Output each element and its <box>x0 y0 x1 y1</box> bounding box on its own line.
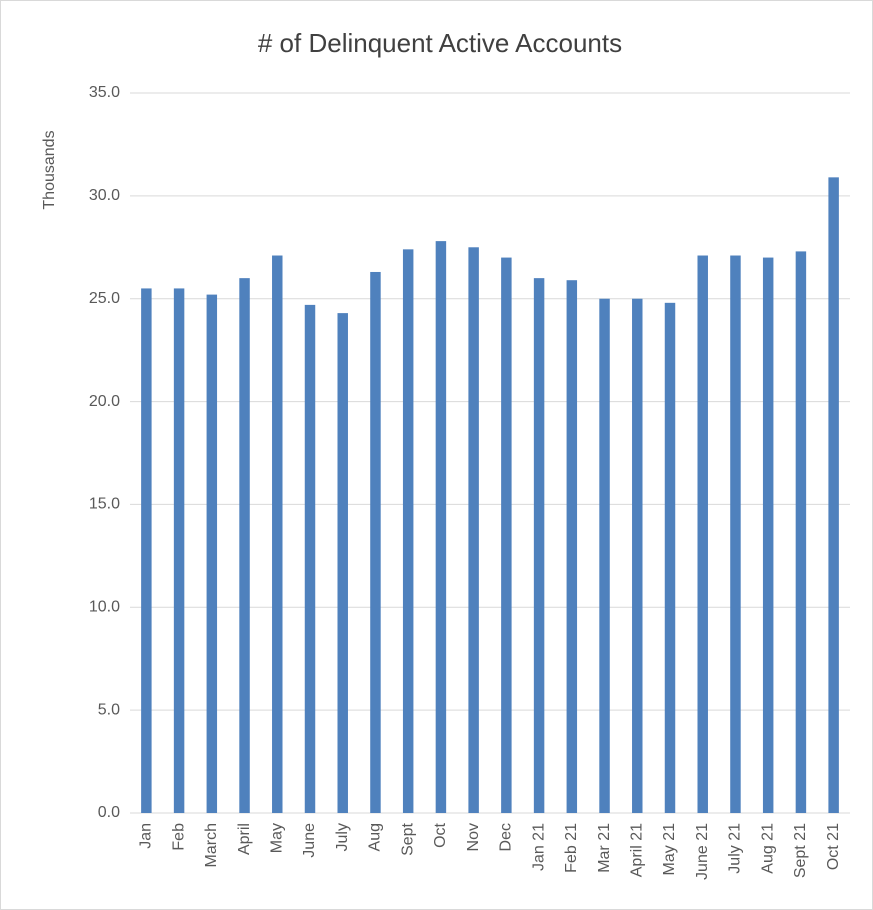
x-tick-label: Nov <box>465 823 482 851</box>
x-tick-label: July 21 <box>727 823 744 874</box>
x-tick-label: June 21 <box>694 823 711 880</box>
x-tick-label: Oct <box>432 822 449 847</box>
bar <box>730 255 741 813</box>
x-tick-label: Aug <box>367 823 384 851</box>
bar <box>566 280 578 813</box>
chart-title: # of Delinquent Active Accounts <box>258 28 622 58</box>
bar <box>795 251 807 813</box>
bar <box>599 298 610 813</box>
x-tick-label: Dec <box>498 823 515 851</box>
bar <box>664 302 676 813</box>
y-tick-label: 25.0 <box>89 290 120 307</box>
y-axis-label: Thousands <box>41 130 58 209</box>
bar <box>272 255 283 813</box>
bar <box>435 241 447 814</box>
x-tick-label: July <box>334 823 351 851</box>
bar <box>206 294 218 814</box>
y-tick-label: 0.0 <box>98 804 120 821</box>
y-tick-label: 20.0 <box>89 393 120 410</box>
bar <box>762 257 774 814</box>
x-tick-label: April <box>236 823 253 855</box>
bar <box>828 177 839 814</box>
y-tick-label: 35.0 <box>89 84 120 101</box>
bar <box>697 255 708 813</box>
x-tick-label: Sept 21 <box>792 823 809 878</box>
x-tick-label: April 21 <box>628 823 645 877</box>
bar <box>370 271 381 813</box>
y-tick-label: 30.0 <box>89 187 120 204</box>
x-tick-label: Feb 21 <box>563 823 580 873</box>
x-tick-label: Sept <box>399 822 416 855</box>
bar <box>632 298 643 813</box>
bar <box>402 249 414 814</box>
bar <box>337 313 348 813</box>
x-tick-label: Feb <box>170 823 187 851</box>
x-tick-label: May <box>268 823 285 853</box>
x-tick-label: March <box>203 823 220 867</box>
bar <box>533 278 545 814</box>
x-tick-label: Jan 21 <box>530 823 547 871</box>
y-tick-label: 10.0 <box>89 599 120 616</box>
x-tick-label: June <box>301 823 318 858</box>
x-tick-label: Jan <box>138 823 155 849</box>
bar <box>304 304 316 813</box>
x-tick-label: Oct 21 <box>825 823 842 870</box>
bar <box>468 247 479 814</box>
x-tick-label: Aug 21 <box>759 823 776 874</box>
y-tick-label: 15.0 <box>89 496 120 513</box>
bar <box>173 288 185 813</box>
x-tick-label: Mar 21 <box>596 823 613 873</box>
bar <box>501 257 512 814</box>
bar <box>239 278 250 814</box>
y-tick-label: 5.0 <box>98 701 120 718</box>
x-tick-label: May 21 <box>661 823 678 876</box>
bar <box>141 288 152 813</box>
